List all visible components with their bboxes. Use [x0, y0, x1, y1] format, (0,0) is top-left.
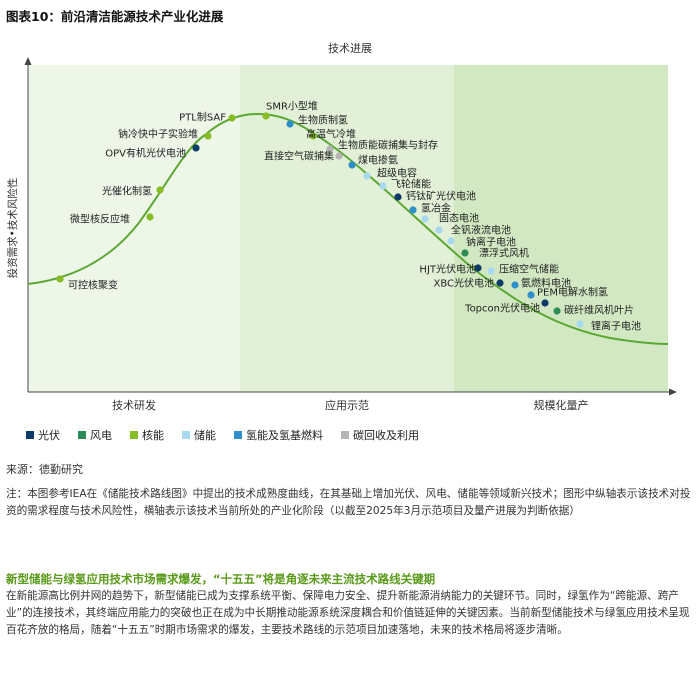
note-text: 注：本图参考IEA在《储能技术路线图》中提出的技术成熟度曲线，在其基础上增加光伏… [6, 488, 691, 517]
x-axis-arrow [669, 388, 677, 396]
tech-point-marker [394, 193, 402, 201]
tech-point-marker [435, 226, 443, 234]
tech-point-label: 钙钛矿光伏电池 [406, 190, 476, 203]
tech-point-label: 煤电掺氨 [358, 154, 398, 167]
y-axis-label: 投资需求•技术风险性 [6, 178, 19, 279]
tech-point-marker [204, 132, 212, 140]
legend-label: 储能 [194, 429, 216, 442]
tech-point-label: 锂离子电池 [591, 320, 641, 333]
legend-swatch [341, 431, 349, 439]
tech-point-marker [379, 182, 387, 190]
legend-label: 核能 [142, 429, 164, 442]
tech-point-label: HJT光伏电池 [419, 263, 476, 276]
tech-point-label: XBC光伏电池 [433, 277, 494, 290]
tech-point-marker [421, 215, 429, 223]
legend-swatch [182, 431, 190, 439]
tech-point-label: 光催化制氢 [102, 185, 152, 198]
tech-point-marker [553, 307, 561, 315]
tech-point-marker [192, 144, 200, 152]
tech-point-label: 全钒液流电池 [451, 224, 511, 237]
figure-title: 图表10：前沿清洁能源技术产业化进展 [6, 9, 224, 24]
source-text: 来源：德勤研究 [6, 463, 83, 476]
tech-point-label: 漂浮式风机 [479, 247, 529, 260]
legend-item: 碳回收及利用 [341, 427, 419, 443]
tech-point-label: 碳纤维风机叶片 [564, 304, 634, 317]
tech-point-label: 高温气冷堆 [306, 128, 356, 141]
tech-point-marker [487, 267, 495, 275]
tech-point-label: PEM电解水制氢 [537, 286, 608, 299]
tech-point-marker [146, 213, 154, 221]
tech-point-marker [461, 249, 469, 257]
phase-label: 规模化量产 [534, 398, 589, 412]
chart-legend: 光伏 风电 核能 储能 氢能及氢基燃料 碳回收及利用 [26, 427, 419, 443]
tech-point-marker [156, 186, 164, 194]
tech-point-label: 生物质能碳捕集与封存 [338, 139, 438, 152]
tech-point-label: 飞轮储能 [391, 178, 431, 191]
tech-point-label: 钠冷快中子实验堆 [118, 128, 198, 141]
tech-point-marker [363, 172, 371, 180]
tech-point-marker [262, 112, 270, 120]
legend-item: 储能 [182, 427, 216, 443]
section-title: 新型储能与绿氢应用技术市场需求爆发，“十五五”将是角逐未来主流技术路线关键期 [6, 572, 436, 586]
tech-point-marker [409, 206, 417, 214]
tech-point-marker [348, 161, 356, 169]
tech-point-marker [335, 152, 343, 160]
phase-panel [240, 65, 454, 392]
y-axis-arrow [24, 57, 32, 65]
phase-label: 应用示范 [325, 398, 369, 412]
tech-point-marker [228, 114, 236, 122]
chart-title: 技术进展 [328, 42, 372, 55]
legend-swatch [78, 431, 86, 439]
phase-panel [454, 65, 668, 392]
tech-point-marker [447, 237, 455, 245]
tech-point-label: OPV有机光伏电池 [105, 147, 186, 160]
tech-point-label: 钠离子电池 [466, 236, 516, 249]
legend-label: 光伏 [38, 429, 60, 442]
phase-label: 技术研发 [112, 398, 156, 412]
tech-point-marker [56, 275, 64, 283]
legend-swatch [234, 431, 242, 439]
tech-point-marker [309, 132, 317, 140]
tech-point-label: 氢冶金 [421, 202, 451, 215]
tech-point-label: 氨燃料电池 [521, 277, 571, 290]
legend-swatch [130, 431, 138, 439]
section-body: 在新能源高比例并网的趋势下，新型储能已成为支撑系统平衡、保障电力安全、提升新能源… [6, 590, 690, 636]
legend-item: 核能 [130, 427, 164, 443]
maturity-curve [27, 112, 669, 345]
legend-swatch [26, 431, 34, 439]
legend-item: 光伏 [26, 427, 60, 443]
legend-label: 风电 [90, 429, 112, 442]
tech-point-label: Topcon光伏电池 [464, 302, 540, 315]
tech-point-label: 直接空气碳捕集 [264, 150, 334, 163]
tech-point-label: 固态电池 [439, 212, 479, 225]
tech-point-label: 压缩空气储能 [499, 263, 559, 276]
tech-point-marker [541, 299, 549, 307]
tech-point-marker [474, 264, 482, 272]
tech-point-label: 可控核聚变 [68, 279, 118, 292]
legend-label: 氢能及氢基燃料 [246, 429, 323, 442]
tech-point-label: 生物质制氢 [298, 114, 348, 127]
tech-point-label: PTL制SAF [179, 111, 226, 124]
tech-point-marker [527, 291, 535, 299]
legend-item: 风电 [78, 427, 112, 443]
tech-point-marker [326, 145, 334, 153]
tech-point-marker [511, 281, 519, 289]
tech-point-label: 超级电容 [377, 167, 417, 180]
tech-point-label: SMR小型堆 [266, 100, 318, 113]
legend-label: 碳回收及利用 [353, 429, 419, 442]
tech-point-marker [286, 120, 294, 128]
tech-point-marker [496, 279, 504, 287]
legend-item: 氢能及氢基燃料 [234, 427, 323, 443]
tech-point-marker [576, 320, 584, 328]
tech-point-label: 微型核反应堆 [70, 213, 130, 226]
